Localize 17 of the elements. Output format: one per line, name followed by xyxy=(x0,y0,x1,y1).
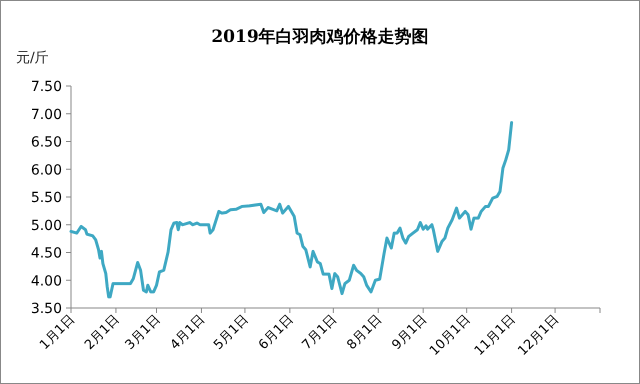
x-tick-label: 6月1日 xyxy=(256,312,297,353)
y-tick-label: 6.50 xyxy=(30,134,62,150)
x-tick-label: 7月1日 xyxy=(299,312,340,353)
y-tick-label: 7.50 xyxy=(30,79,62,95)
y-tick-label: 7.00 xyxy=(30,106,62,123)
x-tick-label: 4月1日 xyxy=(168,312,208,353)
y-axis-title: 元/斤 xyxy=(16,50,49,66)
y-tick-label: 5.00 xyxy=(30,218,62,234)
x-tick-label: 5月1日 xyxy=(211,312,252,353)
chart-title: 2019年白羽肉鸡价格走势图 xyxy=(211,27,429,47)
x-tick-label: 2月1日 xyxy=(82,312,123,353)
y-tick-label: 5.50 xyxy=(30,190,62,206)
y-tick-label: 4.00 xyxy=(30,273,62,290)
y-tick-label: 6.00 xyxy=(30,162,62,178)
y-tick-label: 4.50 xyxy=(30,246,62,262)
x-tick-label: 3月1日 xyxy=(122,312,164,353)
x-tick-label: 8月1日 xyxy=(344,312,386,353)
